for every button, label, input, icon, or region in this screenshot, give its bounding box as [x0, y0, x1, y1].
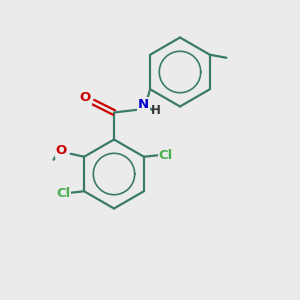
- Text: O: O: [56, 144, 67, 157]
- Text: O: O: [80, 91, 91, 104]
- Text: Cl: Cl: [56, 188, 70, 200]
- Text: N: N: [138, 98, 149, 111]
- Text: Cl: Cl: [159, 149, 173, 162]
- Text: H: H: [151, 104, 161, 118]
